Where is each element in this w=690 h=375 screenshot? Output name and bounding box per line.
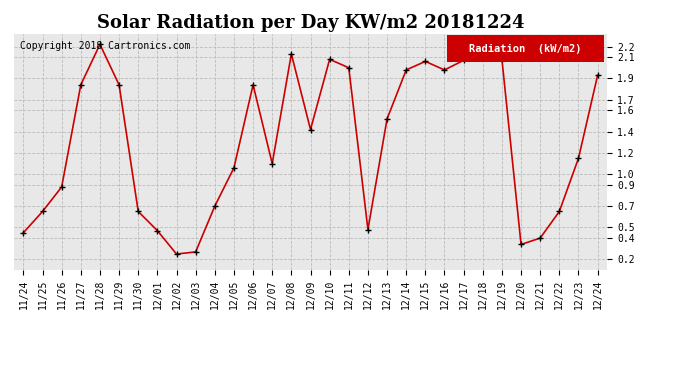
Text: Copyright 2018 Cartronics.com: Copyright 2018 Cartronics.com [20, 41, 190, 51]
Title: Solar Radiation per Day KW/m2 20181224: Solar Radiation per Day KW/m2 20181224 [97, 14, 524, 32]
